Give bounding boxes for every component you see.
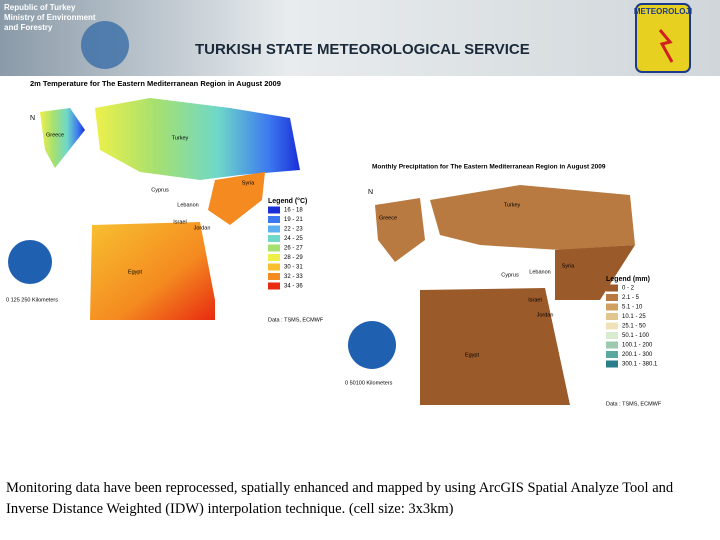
legend-swatch <box>606 284 618 292</box>
ministry-line: Ministry of Environment <box>4 13 96 22</box>
map-labels: Monthly Precipitation for The Eastern Me… <box>345 164 662 408</box>
country-label: Jordan <box>537 312 554 318</box>
egypt-area <box>90 222 215 320</box>
country-label: Lebanon <box>529 269 550 275</box>
legend-swatch <box>268 244 280 252</box>
country-label: Greece <box>46 132 64 138</box>
legend-label: 26 - 27 <box>284 246 303 252</box>
greece-area <box>375 198 425 262</box>
wmo-emblem <box>348 321 396 369</box>
country-label: Greece <box>379 215 397 221</box>
greece-area <box>40 108 85 168</box>
country-label: Lebanon <box>177 202 198 208</box>
legend-swatch <box>268 273 280 280</box>
legend-swatch <box>606 313 618 320</box>
scale-bar: 0 125 250 Kilometers <box>6 297 58 303</box>
legend-swatch <box>606 294 618 301</box>
legend-label: 100.1 - 200 <box>622 343 653 349</box>
legend-label: 0 - 2 <box>622 286 635 292</box>
legend-swatch <box>268 216 280 223</box>
country-label: Jordan <box>194 225 211 231</box>
map-title: Monthly Precipitation for The Eastern Me… <box>372 164 606 171</box>
scale-bar: 0 50100 Kilometers <box>345 380 393 386</box>
country-label: Syria <box>562 263 575 269</box>
north-arrow: N <box>30 115 35 122</box>
ministry-emblem <box>81 21 129 69</box>
egypt-area <box>420 288 570 405</box>
legend-label: 22 - 23 <box>284 227 303 233</box>
logo-text: METEOROLOJI <box>634 7 692 16</box>
legend-swatch <box>268 235 280 242</box>
legend-swatch <box>606 322 618 330</box>
syria-area <box>208 172 265 225</box>
legend-swatch <box>268 206 280 214</box>
country-label: Turkey <box>172 135 189 141</box>
wmo-emblem <box>8 240 52 284</box>
legend-swatch <box>606 360 618 368</box>
caption: Monitoring data have been reprocessed, s… <box>6 480 674 517</box>
legend-label: 5.1 - 10 <box>622 305 643 311</box>
legend-label: 19 - 21 <box>284 217 303 223</box>
legend-swatch <box>606 332 618 339</box>
legend-swatch <box>606 351 618 358</box>
logo-bolt <box>658 29 674 63</box>
legend-label: 28 - 29 <box>284 255 303 261</box>
legend-swatch <box>268 225 280 233</box>
country-label: Turkey <box>504 202 521 208</box>
data-source: Data : TSMS, ECMWF <box>268 317 324 323</box>
legend-swatch <box>268 263 280 271</box>
legend-label: 300.1 - 380.1 <box>622 362 658 368</box>
legend-label: 50.1 - 100 <box>622 333 650 339</box>
legend-label: 30 - 31 <box>284 265 303 271</box>
syria-area <box>555 245 635 300</box>
country-label: Egypt <box>128 269 143 275</box>
legend-label: 200.1 - 300 <box>622 352 653 358</box>
legend-label: 24 - 25 <box>284 236 303 242</box>
ministry-line: and Forestry <box>4 23 53 32</box>
north-arrow: N <box>368 189 373 196</box>
country-label: Egypt <box>465 352 480 358</box>
country-label: Israel <box>173 219 186 225</box>
country-label: Cyprus <box>151 187 169 193</box>
legend-swatch <box>606 303 618 311</box>
legend-swatch <box>606 341 618 349</box>
header-title: TURKISH STATE METEOROLOGICAL SERVICE <box>195 41 530 58</box>
country-label: Israel <box>528 297 541 303</box>
country-label: Syria <box>242 180 255 186</box>
legend-swatch <box>268 254 280 261</box>
legend-label: 34 - 36 <box>284 284 303 290</box>
legend-label: 32 - 33 <box>284 274 303 280</box>
map-title: 2m Temperature for The Eastern Mediterra… <box>30 79 281 88</box>
legend-label: 16 - 18 <box>284 208 303 214</box>
legend-title: Legend (mm) <box>606 276 650 283</box>
legend-label: 10.1 - 25 <box>622 314 646 320</box>
legend-label: 25.1 - 50 <box>622 324 646 330</box>
turkey-area <box>430 185 635 250</box>
country-label: Cyprus <box>501 272 519 278</box>
legend-title: Legend (°C) <box>268 197 307 205</box>
map-labels: 2m Temperature for The Eastern Mediterra… <box>6 79 324 323</box>
logo <box>635 3 691 73</box>
legend-swatch <box>268 282 280 290</box>
ministry-line: Republic of Turkey <box>4 3 76 12</box>
data-source: Data : TSMS, ECMWF <box>606 401 662 407</box>
legend-label: 2.1 - 5 <box>622 295 640 301</box>
turkey-area <box>95 98 300 180</box>
